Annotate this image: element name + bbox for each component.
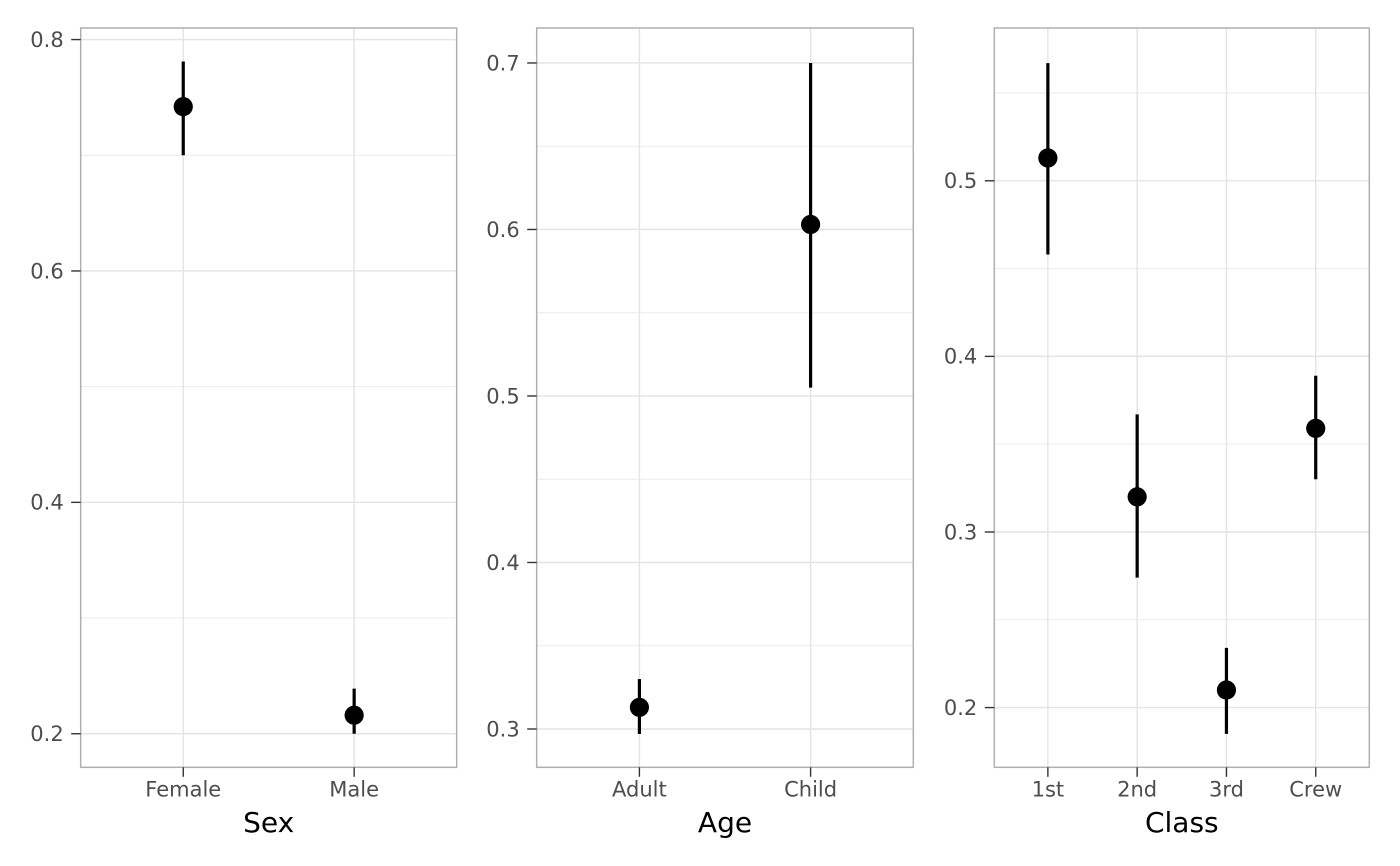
y-tick-label: 0.3 xyxy=(486,717,519,741)
y-tick-label: 0.6 xyxy=(486,218,519,242)
y-tick-label: 0.2 xyxy=(944,696,977,720)
point-estimate xyxy=(1038,148,1058,168)
x-tick-label: 1st xyxy=(1032,778,1065,802)
point-estimate xyxy=(344,705,364,725)
y-tick-label: 0.4 xyxy=(486,551,519,575)
panel-class: 0.2 0.3 0.4 0.5 1st 2nd 3rd Crew Class xyxy=(944,27,1371,839)
panel-border xyxy=(993,27,1371,769)
panel-border xyxy=(79,27,458,769)
x-tick-label: Adult xyxy=(612,778,667,802)
y-tick-label: 0.7 xyxy=(486,51,519,75)
y-tick-label: 0.4 xyxy=(30,491,63,515)
y-tick-label: 0.5 xyxy=(944,169,977,193)
point-estimate xyxy=(1216,680,1237,700)
point-estimate xyxy=(629,697,650,717)
y-tick-label: 0.4 xyxy=(944,345,977,369)
y-tick-label: 0.6 xyxy=(30,259,63,283)
point-estimate xyxy=(1306,418,1326,438)
x-tick-label: Male xyxy=(329,778,379,802)
y-tick-label: 0.8 xyxy=(30,28,63,52)
y-tick-label: 0.3 xyxy=(944,520,977,544)
y-tick-label: 0.2 xyxy=(30,722,63,746)
point-estimate xyxy=(1127,487,1147,507)
panel-background xyxy=(536,28,914,768)
y-tick-label: 0.5 xyxy=(486,384,519,408)
panel-border xyxy=(535,27,915,769)
x-tick-label: Crew xyxy=(1289,778,1342,802)
point-estimate xyxy=(800,214,821,235)
x-tick-label: 2nd xyxy=(1117,778,1157,802)
x-tick-label: 3rd xyxy=(1209,778,1244,802)
x-axis-title-sex: Sex xyxy=(243,806,294,839)
x-tick-label: Child xyxy=(784,778,837,802)
x-axis-title-age: Age xyxy=(698,806,752,839)
x-axis-title-class: Class xyxy=(1145,806,1219,839)
panel-age: 0.3 0.4 0.5 0.6 0.7 Adult Child Age xyxy=(486,27,915,839)
panel-background xyxy=(80,28,457,768)
point-estimate xyxy=(173,97,193,117)
x-tick-label: Female xyxy=(145,778,221,802)
panel-sex: 0.2 0.4 0.6 0.8 Female Male Sex xyxy=(30,27,458,839)
panel-background xyxy=(994,28,1370,768)
